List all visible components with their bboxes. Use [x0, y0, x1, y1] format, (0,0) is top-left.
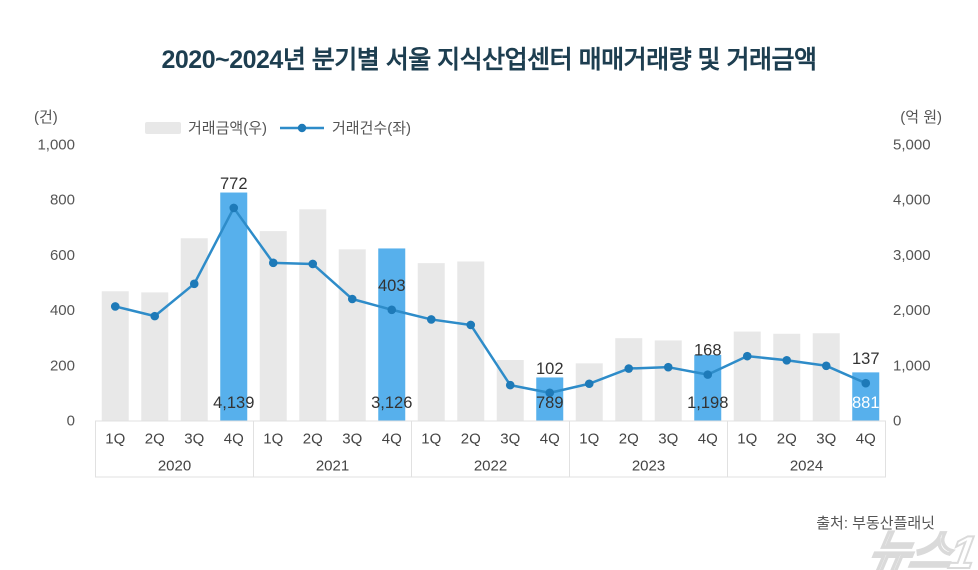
bar [575, 363, 603, 421]
data-point [189, 279, 199, 289]
right-axis-unit: (억 원) [900, 109, 942, 126]
bar [141, 292, 169, 421]
quarter-label: 1Q [737, 431, 757, 448]
count-value-label: 403 [378, 277, 406, 295]
amount-value-label: 789 [536, 394, 564, 412]
amount-value-label: 881 [852, 394, 880, 412]
bar [101, 291, 129, 421]
quarter-label: 1Q [421, 431, 441, 448]
bar [654, 340, 682, 421]
quarter-label: 4Q [382, 431, 402, 448]
right-axis-tick-label: 1,000 [893, 357, 931, 374]
quarter-label: 3Q [342, 431, 362, 448]
bar-highlighted [536, 377, 564, 421]
quarter-label: 2Q [303, 431, 323, 448]
quarter-label: 3Q [500, 431, 520, 448]
data-point [742, 351, 752, 361]
year-label: 2024 [790, 458, 823, 475]
data-point [466, 320, 476, 330]
data-point [861, 378, 871, 388]
bar [417, 263, 445, 421]
right-axis-tick-label: 4,000 [893, 192, 931, 209]
right-axis-tick-label: 3,000 [893, 247, 931, 264]
data-point [268, 258, 278, 268]
data-point [150, 311, 160, 321]
chart-legend: 거래금액(우) 거래건수(좌) [145, 117, 411, 138]
amount-value-label: 4,139 [213, 394, 254, 412]
quarter-label: 3Q [184, 431, 204, 448]
quarter-label: 4Q [698, 431, 718, 448]
right-axis-tick-label: 5,000 [893, 137, 931, 154]
quarter-label: 4Q [856, 431, 876, 448]
quarter-label: 3Q [658, 431, 678, 448]
bar-highlighted [694, 354, 722, 421]
left-axis-tick-label: 600 [50, 247, 75, 264]
bar [299, 209, 327, 421]
legend-amount-label: 거래금액(우) [188, 120, 267, 137]
legend-item-count: 거래건수(좌) [279, 117, 411, 138]
bar [812, 333, 840, 421]
quarter-label: 1Q [579, 431, 599, 448]
quarter-label: 1Q [263, 431, 283, 448]
data-point [545, 388, 555, 398]
bar-highlighted [378, 248, 406, 421]
bar [615, 338, 643, 421]
quarter-label: 3Q [816, 431, 836, 448]
quarter-label: 2Q [777, 431, 797, 448]
bar [338, 249, 366, 421]
data-point [782, 355, 792, 365]
left-axis-tick-label: 1,000 [37, 137, 75, 154]
left-axis-tick-label: 800 [50, 192, 75, 209]
year-label: 2023 [632, 458, 665, 475]
bar [773, 333, 801, 421]
data-point [426, 315, 436, 324]
legend-count-label: 거래건수(좌) [332, 120, 411, 137]
bar-highlighted [220, 192, 248, 421]
chart-title: 2020~2024년 분기별 서울 지식산업센터 매매거래량 및 거래금액 [161, 46, 817, 74]
bar-swatch-icon [145, 121, 181, 134]
count-value-label: 137 [852, 350, 880, 368]
data-point [663, 362, 673, 372]
right-axis-tick-label: 2,000 [893, 302, 931, 319]
data-point [505, 380, 515, 390]
quarter-label: 2Q [145, 431, 165, 448]
count-value-label: 168 [694, 342, 722, 360]
data-point [110, 302, 120, 311]
year-label: 2022 [474, 458, 507, 475]
bar [733, 331, 761, 421]
left-axis-tick-label: 0 [67, 413, 75, 430]
quarter-label: 2Q [461, 431, 481, 448]
data-point [703, 370, 713, 379]
data-point [624, 364, 634, 373]
count-value-label: 102 [536, 360, 564, 378]
amount-value-label: 1,198 [687, 394, 728, 412]
news1-watermark-logo: 뉴스1 [864, 525, 978, 570]
right-axis-tick-label: 0 [893, 413, 901, 430]
line-swatch-icon [280, 123, 324, 132]
bar [457, 261, 485, 421]
quarter-label: 4Q [224, 431, 244, 448]
left-axis-unit: (건) [34, 109, 58, 126]
source-text: 출처: 부동산플래닛 [816, 515, 935, 532]
quarter-label: 1Q [105, 431, 125, 448]
data-point [347, 294, 357, 304]
year-label: 2020 [158, 458, 191, 475]
data-point [229, 203, 239, 213]
legend-item-amount: 거래금액(우) [145, 117, 267, 138]
line-series [114, 206, 867, 395]
x-axis-band [95, 420, 886, 478]
left-axis-tick-label: 400 [50, 302, 75, 319]
data-point [308, 259, 318, 269]
data-point [387, 305, 397, 315]
count-value-label: 772 [220, 175, 248, 193]
year-label: 2021 [316, 458, 349, 475]
data-point [821, 361, 831, 371]
quarter-label: 4Q [540, 431, 560, 448]
quarter-label: 2Q [619, 431, 639, 448]
data-point [584, 379, 594, 389]
amount-value-label: 3,126 [371, 394, 412, 412]
left-axis-tick-label: 200 [50, 357, 75, 374]
